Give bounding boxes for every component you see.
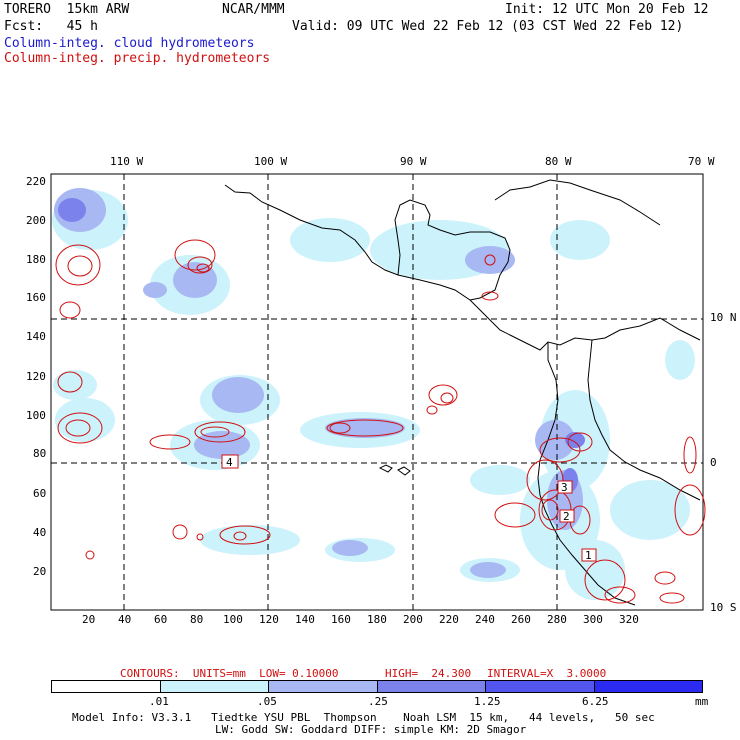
cloud-field-title: Column-integ. cloud hydrometeors <box>4 36 255 51</box>
lat-lon-grid <box>51 174 703 610</box>
cloud-field-light <box>52 190 695 600</box>
y-tick: 80 <box>33 447 47 460</box>
contour-high: HIGH= 24.300 <box>385 667 472 680</box>
contour-info: CONTOURS: UNITS=mm LOW= 0.10000 <box>120 667 339 680</box>
x-tick: 20 <box>82 613 96 626</box>
y-tick: 100 <box>26 409 46 422</box>
legend-tick: .01 <box>149 695 169 708</box>
physics-info: LW: Godd SW: Goddard DIFF: simple KM: 2D… <box>215 723 527 736</box>
y-tick: 40 <box>33 526 47 539</box>
x-tick: 240 <box>475 613 495 626</box>
init-time: Init: 12 UTC Mon 20 Feb 12 <box>505 2 709 17</box>
x-tick: 320 <box>619 613 639 626</box>
lat-label-10n: 10 N <box>710 311 737 324</box>
x-tick: 120 <box>259 613 279 626</box>
lat-label-10s: 10 S <box>710 601 737 614</box>
high-markers: 4 3 2 1 <box>221 454 597 562</box>
x-tick: 300 <box>583 613 603 626</box>
model-title: TORERO 15km ARW <box>4 2 130 17</box>
legend-tick: .05 <box>257 695 277 708</box>
contour-interval: INTERVAL=X 3.0000 <box>487 667 607 680</box>
valid-time: Valid: 09 UTC Wed 22 Feb 12 (03 CST Wed … <box>292 19 684 34</box>
y-tick: 20 <box>33 565 47 578</box>
y-tick: 160 <box>26 291 46 304</box>
legend-swatch <box>269 681 378 692</box>
y-tick: 200 <box>26 214 46 227</box>
model-info: Model Info: V3.3.1 Tiedtke YSU PBL Thomp… <box>72 711 655 724</box>
lon-label-100w: 100 W <box>254 155 288 168</box>
x-tick: 180 <box>367 613 387 626</box>
x-tick: 220 <box>439 613 459 626</box>
x-tick: 40 <box>118 613 132 626</box>
x-tick: 260 <box>511 613 531 626</box>
legend-swatch <box>52 681 161 692</box>
x-tick: 80 <box>190 613 204 626</box>
lat-label-0: 0 <box>710 456 717 469</box>
legend-tick: 6.25 <box>582 695 609 708</box>
lon-label-90w: 90 W <box>400 155 427 168</box>
lon-label-70w: 70 W <box>688 155 715 168</box>
legend-tick: .25 <box>368 695 388 708</box>
x-tick: 160 <box>331 613 351 626</box>
legend-swatch <box>486 681 595 692</box>
forecast-hour: Fcst: 45 h <box>4 19 98 34</box>
y-tick: 180 <box>26 253 46 266</box>
legend-swatch <box>160 681 269 692</box>
color-legend <box>51 680 703 693</box>
legend-unit: mm <box>695 695 709 708</box>
map-frame <box>50 173 704 611</box>
coastline <box>224 179 701 606</box>
precip-field-title: Column-integ. precip. hydrometeors <box>4 51 271 66</box>
cloud-field-medium <box>54 188 583 578</box>
x-tick: 200 <box>403 613 423 626</box>
org-label: NCAR/MMM <box>222 2 285 17</box>
lon-label-110w: 110 W <box>110 155 144 168</box>
x-tick: 280 <box>547 613 567 626</box>
x-tick: 140 <box>295 613 315 626</box>
box-label: 1 <box>585 549 592 562</box>
box-label: 4 <box>226 456 233 469</box>
box-label: 2 <box>563 510 570 523</box>
y-tick: 120 <box>26 370 46 383</box>
legend-tick: 1.25 <box>474 695 501 708</box>
x-tick: 100 <box>223 613 243 626</box>
legend-swatch <box>377 681 486 692</box>
y-tick: 140 <box>26 330 46 343</box>
y-tick: 60 <box>33 487 47 500</box>
y-tick: 220 <box>26 175 46 188</box>
legend-swatch <box>594 681 702 692</box>
x-tick: 60 <box>154 613 168 626</box>
box-label: 3 <box>561 481 568 494</box>
lon-label-80w: 80 W <box>545 155 572 168</box>
